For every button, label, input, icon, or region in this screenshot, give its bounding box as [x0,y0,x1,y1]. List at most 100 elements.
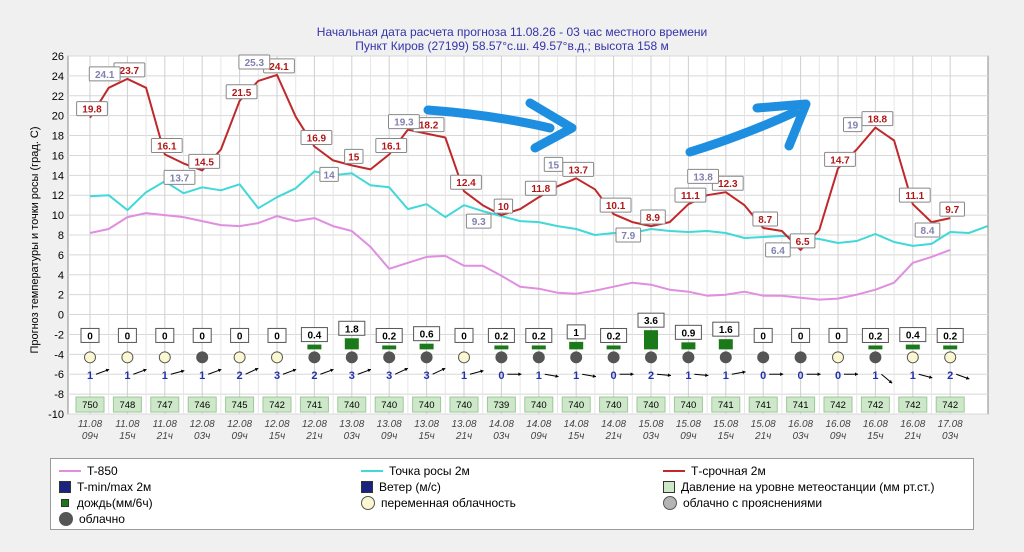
legend-item: облачно [59,511,125,527]
precip-bar [494,345,509,350]
pressure-label: 742 [269,400,285,411]
wind-arrow-head [518,372,522,377]
wind-speed-label: 1 [199,370,205,382]
cloud-icon [532,351,545,364]
blue-arrowhead-1 [525,98,577,153]
y-tick-label: 26 [52,51,64,63]
chart-header-line1: Начальная дата расчета прогноза 11.08.26… [317,25,707,39]
precip-bar [681,342,696,350]
x-tick-hour: 21ч [156,431,173,442]
precip-label-box [525,327,553,343]
wind-arrow-head [667,373,671,377]
y-tick-label: 22 [52,91,64,103]
series-line [89,212,951,301]
wind-arrow-head [180,369,185,374]
tmax-data-label: 21.5 [232,88,252,99]
precip-label-box [338,320,366,336]
wind-arrow-head [888,379,893,384]
wind-arrow-head [217,368,222,373]
wind-arrow-head [817,372,821,377]
x-tick-hour: 09ч [531,431,547,442]
tmax-data-label: 11.1 [681,191,700,202]
x-tick-hour: 15ч [568,431,584,442]
precip-label-box [300,327,328,343]
tmax-data-label-box [939,201,966,217]
legend-label: Давление на уровне метеостанции (мм рт.с… [681,480,935,494]
precip-label: 0 [237,331,243,342]
pressure-box [860,396,890,413]
cloud-icon [495,351,508,364]
legend-item: T-850 [59,463,118,479]
wind-arrow-head [254,367,259,372]
pressure-box [412,396,442,413]
y-tick-label: 14 [52,170,64,182]
pressure-label: 740 [531,400,547,411]
tmax-data-label: 12.3 [718,179,738,190]
precip-bar [868,345,883,350]
legend-label: Ветер (м/с) [379,480,441,494]
x-axis: 11.0809ч11.0815ч11.0821ч12.0803ч12.0809ч… [78,419,963,442]
cloud-icon [719,351,732,364]
tmax-data-label-box [752,211,779,227]
wind-arrow-head [441,367,446,372]
legend-item: Ветер (м/с) [361,479,441,495]
cloud-icon [84,351,96,364]
tmax-data-label: 18.8 [868,115,888,126]
y-tick-label: -4 [54,349,64,361]
pressure-label: 745 [232,400,248,411]
precip-label-box [192,327,212,343]
wind-speed-label: 1 [685,370,691,382]
precip-label: 0.2 [382,331,396,342]
x-tick-hour: 03ч [792,431,808,442]
precip-label: 0.2 [607,331,621,342]
pressure-box [337,396,367,413]
x-tick-hour: 09ч [381,431,397,442]
tmax-data-label: 13.7 [568,165,588,176]
pressure-label: 747 [157,400,173,411]
pressure-box [150,396,180,413]
legend-item: переменная облачность [361,495,516,511]
pressure-label: 742 [942,400,958,411]
legend-item: Т-срочная 2м [663,463,766,479]
tmin-data-label: 15 [548,160,560,171]
precip-label-box [413,326,441,342]
tmin-data-label-box [843,117,863,133]
precip-label: 1.8 [345,324,359,335]
wind-speed-label: 0 [798,370,804,382]
precip-label: 3.6 [644,316,658,327]
tmin-data-label: 7.9 [621,231,635,242]
tmax-data-label: 16.1 [381,141,401,152]
tmax-data-label: 14.7 [830,155,850,166]
tmax-data-label-box [375,137,408,153]
wind-speed-label: 0 [760,370,766,382]
wind-arrow-head [105,368,110,373]
cloud-icon [645,351,657,364]
precip-label: 0 [760,331,766,342]
y-tick-label: 10 [52,210,64,222]
precip-label-box [712,321,740,337]
legend-swatch [663,496,677,510]
precip-label: 0.2 [494,331,508,342]
x-tick-date: 16.08 [900,419,925,430]
x-tick-date: 15.08 [676,419,701,430]
x-tick-date: 14.08 [489,419,514,430]
x-tick-hour: 21ч [754,431,771,442]
precip-bar [606,345,621,350]
precip-label: 0.6 [420,330,434,341]
tmax-data-label-box [674,187,707,203]
precip-bar [419,343,434,350]
x-tick-date: 13.08 [414,419,439,430]
precip-label-box [600,327,628,343]
blue-arrow-annotations [423,98,811,157]
y-tick-label: -6 [54,369,64,381]
wind-speed-label: 2 [648,370,654,382]
y-tick-label: 16 [52,150,64,162]
wind-arrow-head [404,367,408,372]
pressure-label: 740 [344,400,360,411]
legend-item: облачно с прояснениями [663,495,822,511]
y-tick-label: 20 [52,111,64,123]
x-tick-hour: 15ч [119,431,135,442]
pressure-box [299,396,329,413]
tmax-data-label-box [493,198,514,214]
